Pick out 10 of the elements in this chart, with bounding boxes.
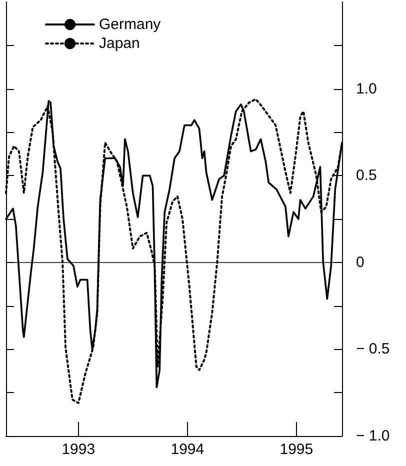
y-tick-label: − 1.0: [356, 428, 390, 444]
x-tick-label: 1995: [280, 441, 314, 458]
legend-label: Japan: [99, 35, 140, 52]
y-tick-label: 0.5: [356, 167, 377, 184]
y-tick-label: − 0.5: [356, 340, 390, 358]
x-tick-label: 1994: [170, 441, 204, 458]
x-tick-label: 1993: [62, 441, 96, 458]
legend-label: Germany: [99, 16, 162, 33]
y-tick-label: 1.0: [356, 80, 377, 98]
y-tick-label: 0: [356, 254, 364, 271]
